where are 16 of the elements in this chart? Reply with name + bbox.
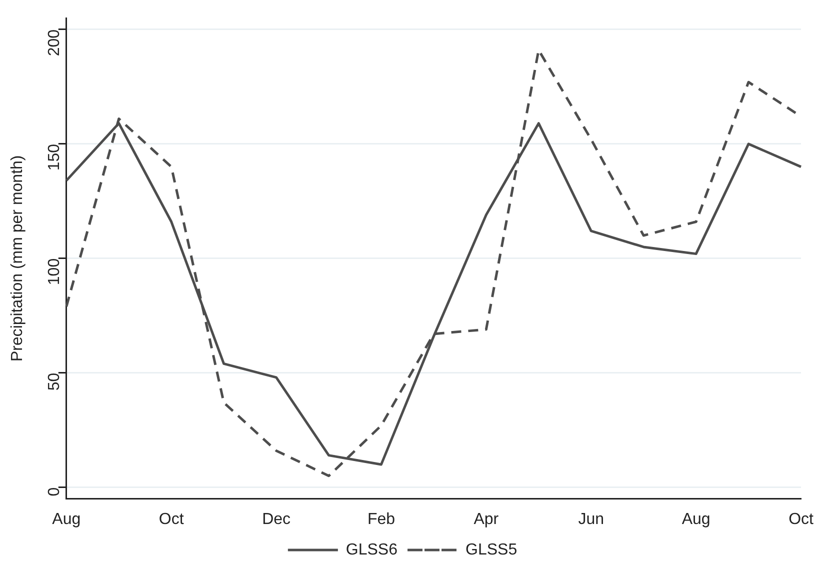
legend-label: GLSS5 — [466, 541, 518, 558]
x-tick-label: Oct — [788, 510, 814, 528]
y-tick-label: 0 — [46, 487, 63, 496]
y-tick-label: 100 — [46, 258, 63, 286]
x-tick-label: Oct — [158, 510, 184, 528]
x-tick-label: Aug — [52, 510, 81, 528]
x-tick-label: Dec — [262, 510, 291, 528]
x-tick-label: Apr — [474, 510, 500, 528]
x-tick-label: Jun — [578, 510, 604, 528]
y-tick-label: 50 — [46, 372, 63, 391]
y-tick-label: 150 — [46, 144, 63, 171]
x-tick-label: Feb — [367, 510, 396, 528]
y-axis-title: Precipitation (mm per month) — [9, 155, 26, 362]
legend-label: GLSS6 — [346, 541, 398, 558]
y-tick-label: 200 — [46, 29, 63, 56]
x-tick-label: Aug — [682, 510, 710, 528]
